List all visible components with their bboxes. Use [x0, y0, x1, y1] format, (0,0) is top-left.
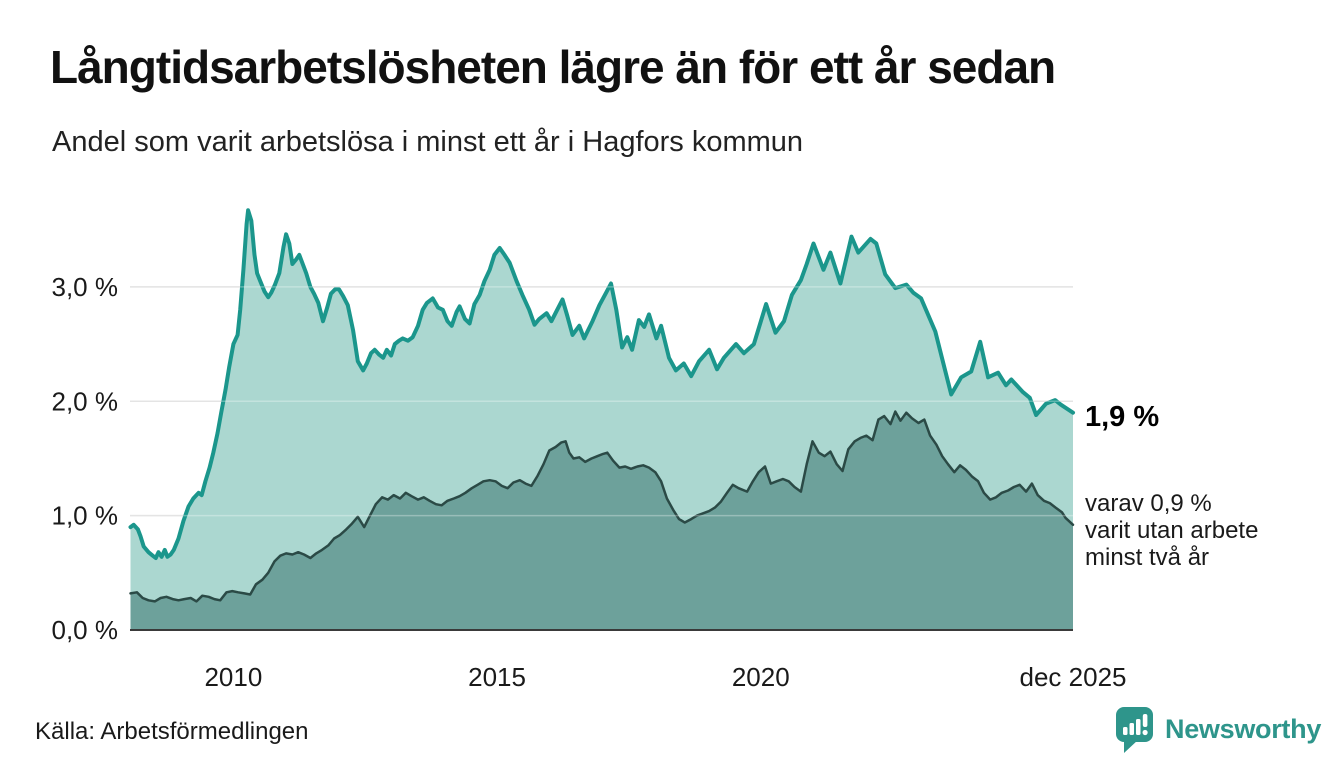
two-year-annotation-line2: varit utan arbete: [1085, 517, 1259, 544]
x-tick-label: 2010: [204, 662, 262, 692]
newsworthy-logo: Newsworthy: [1115, 706, 1321, 755]
latest-value-label: 1,9 %: [1085, 401, 1160, 433]
y-tick-label: 0,0 %: [52, 615, 119, 645]
two-year-annotation: varav 0,9 % varit utan arbete minst två …: [1085, 490, 1258, 571]
y-tick-label: 2,0 %: [52, 386, 119, 416]
source-caption: Källa: Arbetsförmedlingen: [35, 718, 309, 745]
newsworthy-bubble-icon: [1116, 707, 1153, 753]
two-year-annotation-line3: minst två år: [1085, 544, 1210, 571]
x-tick-label: 2020: [732, 662, 790, 692]
chart-subtitle: Andel som varit arbetslösa i minst ett å…: [52, 126, 804, 158]
line-two-years: [129, 410, 1075, 603]
y-tick-label: 3,0 %: [52, 272, 119, 302]
y-tick-label: 1,0 %: [52, 501, 119, 531]
newsworthy-wordmark: Newsworthy: [1165, 714, 1322, 744]
line-total-one-year: [128, 208, 1075, 560]
x-tick-label: 2015: [468, 662, 526, 692]
page-title: Långtidsarbetslösheten lägre än för ett …: [50, 41, 1056, 93]
x-tick-label: dec 2025: [1020, 662, 1127, 692]
two-year-annotation-line1: varav 0,9 %: [1085, 490, 1212, 517]
